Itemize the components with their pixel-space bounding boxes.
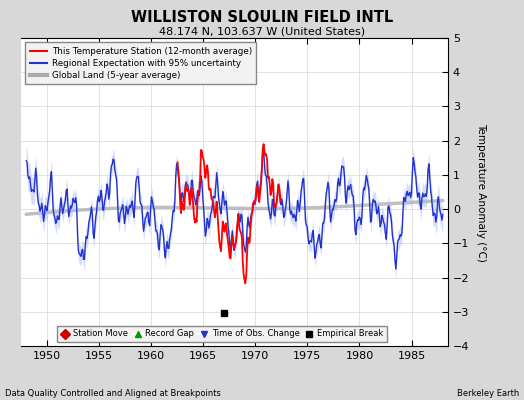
Text: 48.174 N, 103.637 W (United States): 48.174 N, 103.637 W (United States) xyxy=(159,26,365,36)
Text: Data Quality Controlled and Aligned at Breakpoints: Data Quality Controlled and Aligned at B… xyxy=(5,389,221,398)
Text: WILLISTON SLOULIN FIELD INTL: WILLISTON SLOULIN FIELD INTL xyxy=(131,10,393,25)
Y-axis label: Temperature Anomaly (°C): Temperature Anomaly (°C) xyxy=(476,122,486,262)
Text: Berkeley Earth: Berkeley Earth xyxy=(456,389,519,398)
Legend: Station Move, Record Gap, Time of Obs. Change, Empirical Break: Station Move, Record Gap, Time of Obs. C… xyxy=(57,326,387,342)
